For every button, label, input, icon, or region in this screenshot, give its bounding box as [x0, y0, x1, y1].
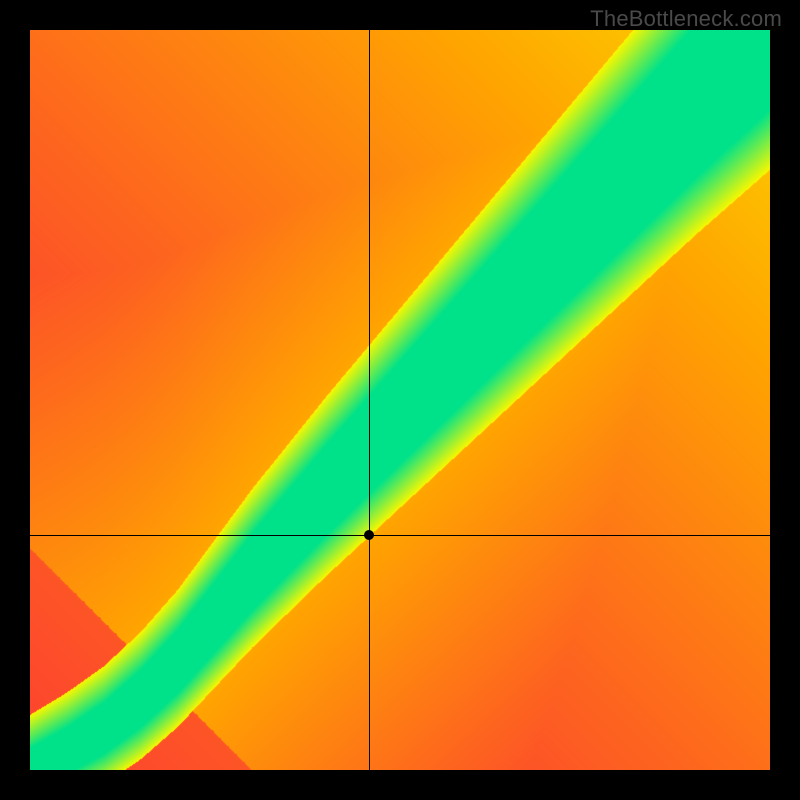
crosshair-horizontal — [30, 535, 770, 536]
heatmap-canvas — [30, 30, 770, 770]
watermark-text: TheBottleneck.com — [590, 6, 782, 32]
heatmap-plot — [30, 30, 770, 770]
crosshair-vertical — [369, 30, 370, 770]
data-point-marker — [364, 530, 374, 540]
